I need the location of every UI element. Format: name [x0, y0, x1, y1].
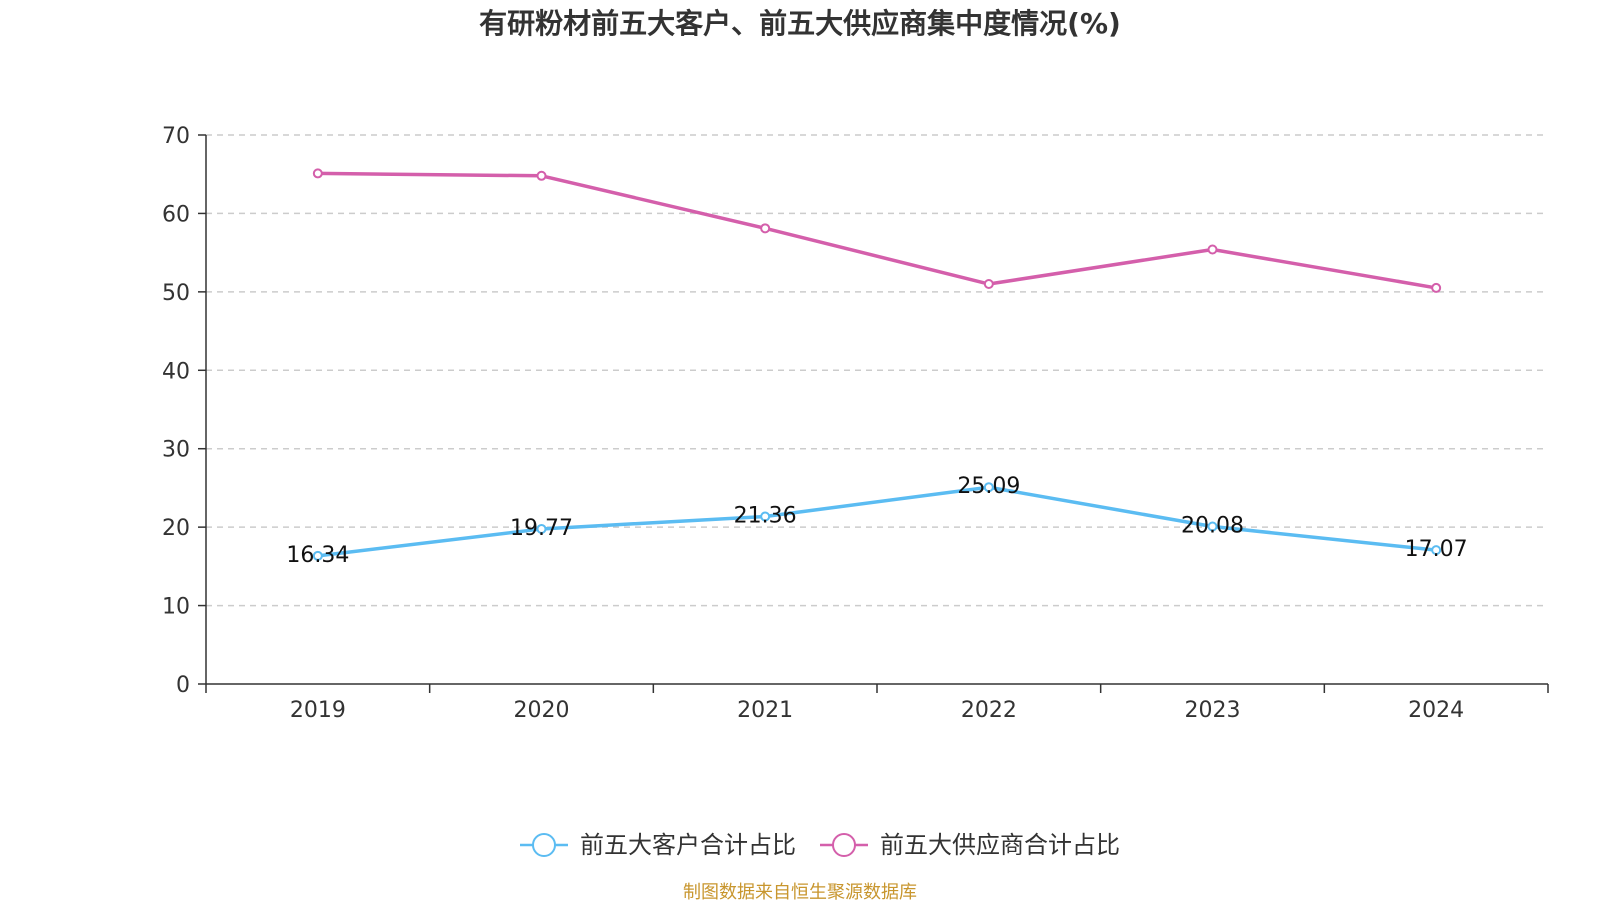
- data-point-1-2020[interactable]: [536, 170, 547, 181]
- y-tick-label-20: 20: [162, 516, 190, 541]
- legend-label-0: 前五大客户合计占比: [580, 831, 796, 859]
- legend-label-1: 前五大供应商合计占比: [880, 831, 1120, 859]
- data-label-0-2023: 20.08: [1181, 514, 1244, 539]
- data-point-1-2021[interactable]: [760, 223, 771, 234]
- series-line-0: [317, 485, 1437, 558]
- y-tick-label-60: 60: [162, 202, 190, 227]
- data-point-1-2024[interactable]: [1431, 282, 1442, 293]
- data-label-0-2020: 19.77: [510, 516, 573, 541]
- data-point-0-2020[interactable]: [536, 523, 547, 534]
- data-point-1-2022[interactable]: [983, 279, 994, 290]
- series-group: [312, 168, 1442, 561]
- legend-item-1[interactable]: 前五大供应商合计占比: [820, 831, 1120, 859]
- y-tick-label-40: 40: [162, 359, 190, 384]
- axes: 0 10 20 30 40 50 60 70 2019 2020 2021 2022 2023 2024: [162, 124, 1549, 723]
- y-tick-label-10: 10: [162, 595, 190, 620]
- data-label-0-2021: 21.36: [734, 503, 797, 528]
- legend[interactable]: 前五大客户合计占比 前五大供应商合计占比: [520, 831, 1120, 859]
- x-tick-label-2024: 2024: [1408, 698, 1464, 723]
- data-point-0-2022[interactable]: [983, 482, 994, 493]
- y-tick-label-0: 0: [176, 673, 190, 698]
- x-tick-label-2023: 2023: [1185, 698, 1241, 723]
- y-tick-label-70: 70: [162, 124, 190, 149]
- data-label-0-2022: 25.09: [957, 474, 1020, 499]
- data-label-0-2024: 17.07: [1405, 537, 1468, 562]
- data-label-0-2019: 16.34: [286, 543, 349, 568]
- series-line-1: [317, 171, 1437, 290]
- x-tick-label-2019: 2019: [290, 698, 346, 723]
- data-point-1-2019[interactable]: [312, 168, 323, 179]
- data-point-0-2019[interactable]: [312, 550, 323, 561]
- legend-item-0[interactable]: 前五大客户合计占比: [520, 831, 796, 859]
- legend-marker-1: [832, 833, 856, 857]
- x-tick-label-2021: 2021: [737, 698, 793, 723]
- x-tick-label-2020: 2020: [514, 698, 570, 723]
- y-tick-label-50: 50: [162, 281, 190, 306]
- chart-title: 有研粉材前五大客户、前五大供应商集中度情况(%): [479, 7, 1121, 40]
- data-point-0-2021[interactable]: [760, 511, 771, 522]
- legend-marker-0: [532, 833, 556, 857]
- y-tick-label-30: 30: [162, 438, 190, 463]
- grid-lines: [206, 134, 1548, 607]
- source-note: 制图数据来自恒生聚源数据库: [683, 882, 917, 900]
- data-point-1-2023[interactable]: [1207, 244, 1218, 255]
- data-labels: 16.34 19.77 21.36 25.09 20.08 17.07: [286, 474, 1467, 568]
- data-point-0-2023[interactable]: [1207, 521, 1218, 532]
- data-point-0-2024[interactable]: [1431, 545, 1442, 556]
- x-tick-label-2022: 2022: [961, 698, 1017, 723]
